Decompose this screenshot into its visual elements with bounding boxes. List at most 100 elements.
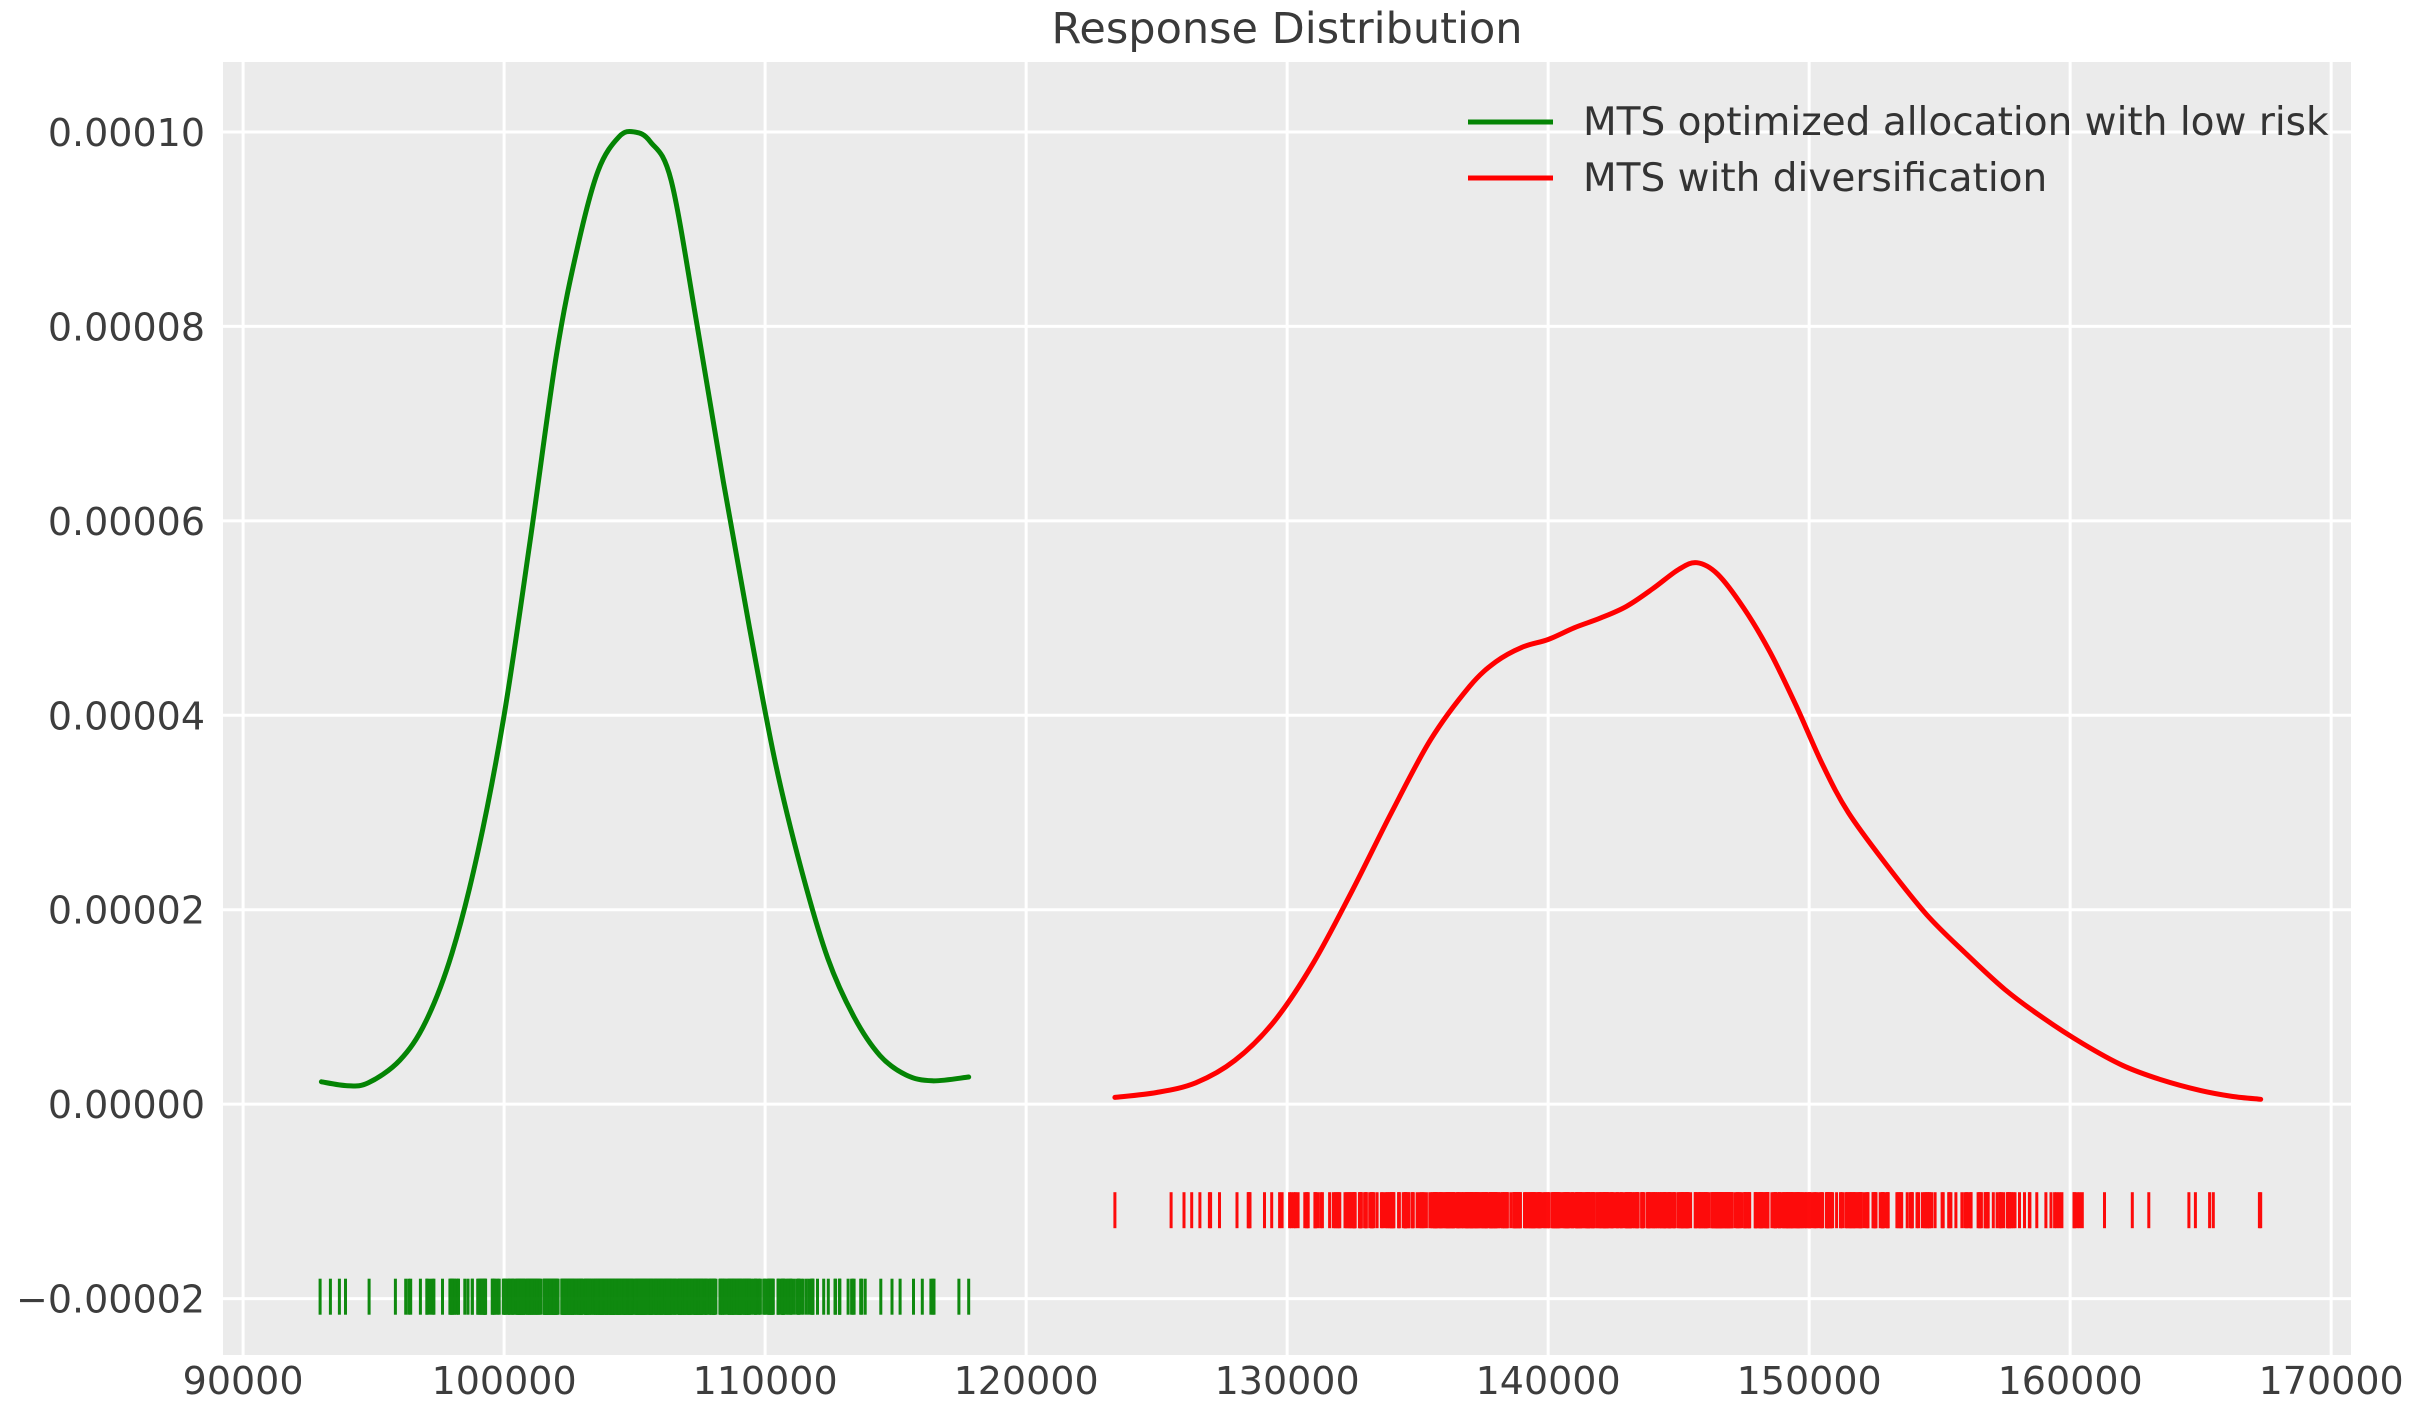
rug-tick <box>1375 1192 1379 1229</box>
rug-tick <box>1372 1192 1376 1229</box>
rug-tick <box>490 1278 494 1315</box>
rug-tick <box>1735 1192 1739 1229</box>
rug-tick <box>656 1278 660 1315</box>
rug-tick <box>1419 1192 1423 1229</box>
rug-tick <box>1369 1192 1373 1229</box>
rug-tick <box>595 1278 599 1315</box>
rug-tick <box>1847 1192 1851 1229</box>
rug-tick <box>1923 1192 1926 1229</box>
rug-tick <box>1292 1192 1296 1229</box>
rug-tick <box>1778 1192 1782 1229</box>
x-tick-label-150000: 150000 <box>1737 1359 1882 1403</box>
x-tick-label-100000: 100000 <box>432 1359 577 1403</box>
x-tick-labels: 90000 100000 110000 120000 130000 140000 15000… <box>183 1359 2404 1403</box>
rug-tick <box>2008 1192 2011 1229</box>
rug-tick <box>519 1278 523 1315</box>
rug-tick <box>957 1278 961 1315</box>
rug-tick <box>2193 1192 2197 1229</box>
rug-tick <box>838 1278 842 1315</box>
rug-tick <box>1305 1192 1309 1229</box>
rug-tick <box>1518 1192 1522 1229</box>
rug-tick <box>705 1278 709 1315</box>
rug-tick <box>2011 1192 2015 1229</box>
rug-tick <box>1617 1192 1621 1229</box>
rug-tick <box>1900 1192 1904 1229</box>
rug-tick <box>577 1278 581 1315</box>
rug-tick <box>747 1278 751 1315</box>
rug-tick <box>425 1278 429 1315</box>
rug-tick <box>570 1278 574 1315</box>
rug-tick <box>1625 1192 1629 1229</box>
rug-tick <box>789 1278 793 1315</box>
rug-tick <box>1406 1192 1410 1229</box>
rug-tick <box>833 1278 837 1315</box>
y-tick-label-0.00010: 0.00010 <box>48 111 205 155</box>
rug-tick <box>1451 1192 1455 1229</box>
rug-tick <box>670 1278 674 1315</box>
rug-tick <box>666 1278 670 1315</box>
rug-tick <box>810 1278 814 1315</box>
rug-tick <box>1567 1192 1571 1229</box>
rug-tick <box>1422 1192 1426 1229</box>
rug-tick <box>1642 1192 1646 1229</box>
rug-tick <box>1883 1192 1887 1229</box>
rug-tick <box>1798 1192 1802 1229</box>
rug-tick <box>660 1278 664 1315</box>
rug-tick <box>1383 1192 1387 1229</box>
y-tick-label-0.00008: 0.00008 <box>48 305 205 349</box>
rug-tick <box>807 1278 811 1315</box>
rug-tick <box>1190 1192 1194 1229</box>
rug-tick <box>2080 1192 2084 1229</box>
rug-tick <box>1718 1192 1722 1229</box>
rug-tick <box>1862 1192 1866 1229</box>
rug-tick <box>1385 1192 1389 1229</box>
rug-tick <box>1320 1192 1324 1229</box>
rug-tick <box>344 1278 347 1315</box>
rug-tick <box>494 1278 498 1315</box>
rug-tick <box>1954 1192 1958 1229</box>
rug-tick <box>1457 1192 1461 1229</box>
rug-tick <box>1381 1192 1385 1229</box>
rug-tick <box>1570 1192 1574 1229</box>
rug-tick <box>1748 1192 1752 1229</box>
rug-tick <box>1290 1192 1294 1229</box>
rug-tick <box>1878 1192 1882 1229</box>
rug-tick <box>1575 1192 1579 1229</box>
rug-tick <box>1565 1192 1569 1229</box>
rug-tick <box>1710 1192 1714 1229</box>
rug-tick <box>590 1278 594 1315</box>
rug-tick <box>615 1278 619 1315</box>
rug-tick <box>1499 1192 1502 1229</box>
y-tick-labels: −0.00002 0.00000 0.00002 0.00004 0.00006 0.00… <box>16 111 205 1322</box>
rug-tick <box>2103 1192 2106 1229</box>
rug-tick <box>1493 1192 1497 1229</box>
rug-tick <box>777 1278 781 1315</box>
rug-tick <box>1526 1192 1530 1229</box>
rug-tick <box>1336 1192 1340 1229</box>
rug-tick <box>1845 1192 1849 1229</box>
rug-tick <box>1270 1192 1274 1229</box>
rug-tick <box>1558 1192 1562 1229</box>
rug-tick <box>1676 1192 1680 1229</box>
rug-tick <box>879 1278 883 1315</box>
rug-tick <box>2211 1192 2215 1229</box>
rug-tick <box>1712 1192 1716 1229</box>
rug-tick <box>767 1278 771 1315</box>
rug-tick <box>1754 1192 1758 1229</box>
rug-tick <box>448 1278 452 1315</box>
rug-tick <box>1218 1192 1221 1229</box>
rug-tick <box>644 1278 647 1315</box>
rug-tick <box>1488 1192 1492 1229</box>
rug-tick <box>2000 1192 2003 1229</box>
rug-tick <box>1773 1192 1777 1229</box>
rug-tick <box>1905 1192 1909 1229</box>
x-tick-label-130000: 130000 <box>1215 1359 1360 1403</box>
rug-tick <box>859 1278 863 1315</box>
rug-tick <box>649 1278 653 1315</box>
rug-tick <box>1454 1192 1458 1229</box>
rug-tick <box>393 1278 397 1315</box>
rug-tick <box>1655 1192 1659 1229</box>
rug-tick <box>1693 1192 1697 1229</box>
rug-tick <box>454 1278 458 1315</box>
